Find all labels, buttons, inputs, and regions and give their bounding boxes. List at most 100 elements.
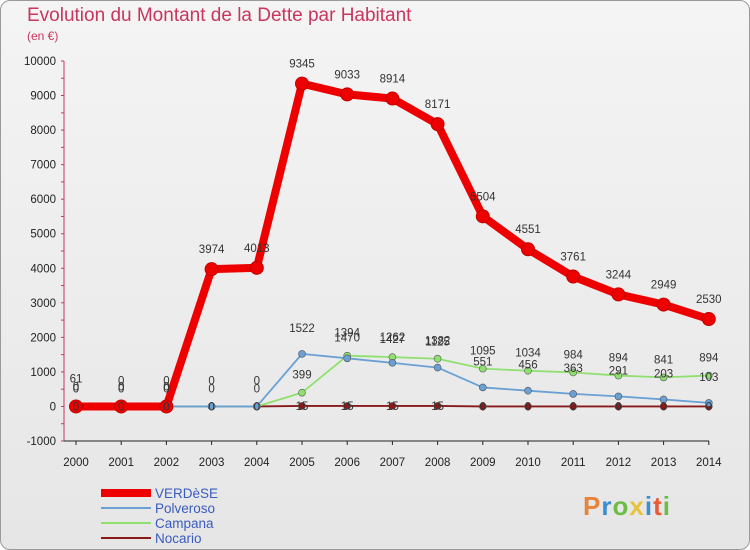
data-point [433,402,442,410]
x-tick-label: 2001 [108,457,134,469]
logo-letter: i [662,491,671,521]
data-point [524,386,532,395]
x-tick-label: 2005 [289,457,315,469]
data-label: 0 [660,401,666,413]
data-label: 0 [615,401,621,413]
data-label: 0 [254,375,260,387]
data-point [478,383,487,392]
data-label: 0 [570,401,576,413]
x-tick-label: 2012 [606,457,632,469]
data-point [295,76,309,91]
y-tick-label: 3000 [30,298,56,310]
data-point [524,402,532,411]
data-label: 1427 [380,334,406,346]
data-label: 3761 [560,252,586,264]
data-label: 8914 [380,74,406,86]
data-label: 1125 [425,337,450,349]
y-tick-label: 0 [50,401,56,413]
x-tick-label: 2010 [515,457,541,469]
data-label: 1095 [470,346,496,358]
data-label: 0 [73,381,79,393]
y-tick-label: 2000 [30,332,56,344]
data-label: 0 [163,401,169,413]
data-point [159,399,174,414]
data-label: 0 [118,381,124,393]
data-point [569,368,578,377]
data-label: 203 [654,368,673,380]
data-label: 2530 [696,294,722,306]
data-point [433,354,442,363]
data-label: 0 [706,401,712,413]
chart-subtitle: (en €) [27,29,59,43]
data-label: 984 [564,349,584,361]
data-label: 5504 [470,191,496,203]
data-label: 0 [163,381,169,393]
legend-label: VERDèSE [155,486,218,501]
x-tick-label: 2000 [63,457,89,469]
data-label: 0 [525,401,531,413]
x-tick-label: 2011 [561,457,586,469]
x-tick-label: 2007 [380,457,406,469]
logo-letter: r [601,491,613,521]
data-label: 8171 [425,99,451,111]
y-tick-label: 6000 [30,194,56,206]
data-label: 4551 [515,224,541,236]
data-point [204,262,219,277]
data-point [475,209,490,224]
data-point [343,354,352,363]
data-point [659,395,668,404]
data-label: 0 [208,383,214,395]
x-tick-label: 2009 [470,457,496,469]
x-tick-label: 2008 [425,457,451,469]
data-label: 1262 [380,332,406,344]
data-point [207,402,216,411]
data-label: 0 [118,383,124,395]
data-label: 291 [609,365,628,377]
y-tick-label: 5000 [30,229,56,241]
data-label: 0 [254,401,260,413]
data-point [69,399,83,414]
data-label: 0 [480,401,486,413]
data-point [521,242,535,257]
proxiti-logo: Proxiti [583,491,671,522]
data-point [614,402,623,411]
legend-label: Polveroso [155,501,215,516]
chart-title: Evolution du Montant de la Dette par Hab… [27,5,412,26]
y-tick-label: -1000 [27,436,56,448]
data-point [566,269,581,284]
data-point [524,366,532,375]
data-label: 894 [609,353,629,365]
data-point [249,260,264,275]
data-label: 0 [73,401,79,413]
logo-letter: i [644,491,654,521]
y-tick-label: 8000 [30,125,56,137]
data-label: 551 [473,356,492,368]
data-label: 61 [70,373,83,385]
data-label: 1470 [334,333,360,345]
data-point [569,390,578,398]
data-label: 1522 [289,323,315,335]
data-point [569,402,578,411]
data-point [701,312,716,327]
logo-letter: t [653,491,663,521]
data-label: 456 [518,360,537,372]
data-label: 3244 [606,269,632,281]
logo-letter: o [612,491,630,521]
data-label: 841 [654,354,673,366]
data-point [388,359,397,367]
data-point [433,363,442,372]
data-point [430,117,445,132]
data-label: 1034 [515,348,541,360]
data-point [478,364,487,373]
data-label: 0 [163,383,169,395]
logo-letter: x [629,491,645,521]
data-label: 4013 [244,243,270,255]
data-point [385,91,400,106]
data-label: 1382 [425,336,451,348]
data-point [114,399,129,414]
data-label: 103 [699,372,718,384]
data-point [611,287,626,302]
data-label: 9033 [334,69,360,81]
data-label: 0 [163,375,169,387]
